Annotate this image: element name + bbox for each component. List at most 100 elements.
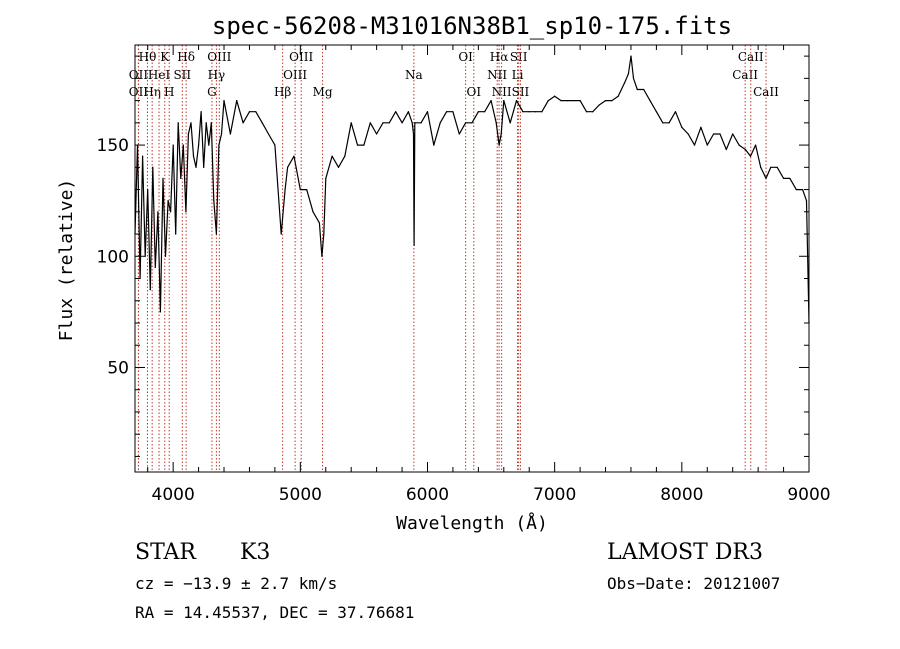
data-point xyxy=(445,111,448,113)
x-tick-label: 5000 xyxy=(279,485,322,505)
data-point xyxy=(598,104,600,106)
data-point xyxy=(369,122,371,124)
data-point xyxy=(776,166,778,168)
data-point xyxy=(498,144,500,146)
data-point xyxy=(197,144,200,146)
data-point xyxy=(210,122,212,124)
data-point xyxy=(554,95,556,97)
data-point xyxy=(267,133,270,135)
data-point xyxy=(412,133,415,135)
data-point xyxy=(203,166,205,168)
data-point xyxy=(693,144,696,146)
data-point xyxy=(236,99,238,102)
data-point xyxy=(655,111,657,113)
line-label: Hη xyxy=(143,85,161,99)
line-label: SII xyxy=(510,50,528,64)
data-point xyxy=(627,73,630,75)
data-point xyxy=(668,122,670,124)
data-point xyxy=(248,111,251,113)
data-point xyxy=(172,144,174,146)
data-point xyxy=(770,166,772,168)
data-point xyxy=(149,289,151,291)
data-point xyxy=(585,111,588,113)
y-tick-label: 50 xyxy=(107,358,129,378)
data-point xyxy=(164,255,167,257)
data-point xyxy=(706,144,708,146)
plot-frame xyxy=(134,44,810,473)
data-point xyxy=(200,111,202,113)
x-tick-label: 9000 xyxy=(787,485,830,505)
line-label: OI xyxy=(466,85,481,99)
data-point xyxy=(649,99,651,102)
data-point xyxy=(293,155,295,157)
line-label: NII xyxy=(487,68,507,82)
data-point xyxy=(604,99,607,102)
data-point xyxy=(208,144,210,146)
line-label: OIII xyxy=(207,50,231,64)
data-point xyxy=(205,122,207,124)
data-point xyxy=(503,99,505,102)
data-point xyxy=(152,166,154,168)
survey-name: LAMOST DR3 xyxy=(607,540,763,565)
data-point xyxy=(213,200,215,202)
line-label: CaII xyxy=(738,50,764,64)
data-point xyxy=(509,122,511,124)
series-line-spectrum xyxy=(134,55,810,324)
data-point xyxy=(477,111,479,113)
data-point xyxy=(177,122,179,124)
data-point xyxy=(732,133,734,135)
data-point xyxy=(274,144,276,146)
data-point xyxy=(420,122,422,124)
x-tick-label: 6000 xyxy=(406,485,449,505)
data-point xyxy=(344,155,346,157)
data-point xyxy=(142,155,144,157)
data-point xyxy=(687,133,689,135)
data-point xyxy=(376,133,378,135)
data-point xyxy=(284,188,286,191)
data-point xyxy=(261,122,263,124)
data-point xyxy=(617,95,619,97)
data-point xyxy=(323,233,325,235)
data-point xyxy=(495,122,497,124)
line-label: SII xyxy=(512,85,530,99)
data-point xyxy=(547,99,549,102)
line-label: CaII xyxy=(732,68,758,82)
x-tick-label: 4000 xyxy=(152,485,195,505)
line-label: Hγ xyxy=(208,68,226,82)
line-label: Hδ xyxy=(177,50,195,64)
data-point xyxy=(395,111,397,113)
x-axis-label: Wavelength (Å) xyxy=(396,512,548,534)
line-label: Li xyxy=(512,68,524,82)
y-tick-label: 100 xyxy=(97,247,129,267)
data-point xyxy=(719,133,721,135)
data-point xyxy=(805,200,808,202)
data-point xyxy=(215,233,217,235)
line-label: Na xyxy=(405,68,423,82)
object-class: STAR xyxy=(135,540,196,565)
data-point xyxy=(713,133,715,135)
data-point xyxy=(154,266,156,268)
data-point xyxy=(299,188,301,191)
line-label: Hα xyxy=(490,50,509,64)
line-label: Hθ xyxy=(139,50,157,64)
data-point xyxy=(287,166,289,168)
data-point xyxy=(471,122,473,124)
data-point xyxy=(180,177,182,180)
data-point xyxy=(749,155,752,157)
line-label: CaII xyxy=(753,85,779,99)
data-point xyxy=(185,211,187,213)
coordinates-text: RA = 14.45537, DEC = 37.76681 xyxy=(135,603,415,622)
data-point xyxy=(592,111,594,113)
data-point xyxy=(306,188,308,191)
line-label: NII xyxy=(492,85,512,99)
data-point xyxy=(426,111,429,113)
data-point xyxy=(611,99,613,102)
data-point xyxy=(515,99,518,102)
data-point xyxy=(465,122,467,124)
data-point xyxy=(579,99,581,102)
data-point xyxy=(157,211,159,213)
data-point xyxy=(452,111,454,113)
data-point xyxy=(636,88,638,91)
line-label: SII xyxy=(173,68,191,82)
data-point xyxy=(632,77,635,79)
